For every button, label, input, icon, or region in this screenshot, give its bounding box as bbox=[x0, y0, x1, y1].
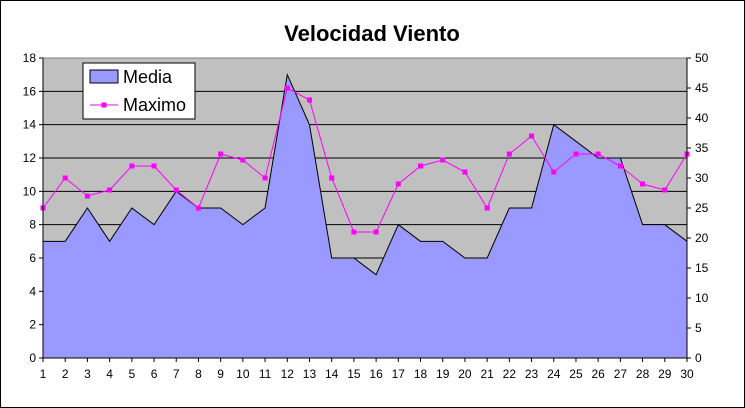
maximo-marker bbox=[506, 151, 512, 157]
y-right-tick-label: 30 bbox=[695, 171, 709, 185]
maximo-marker bbox=[529, 133, 535, 139]
x-tick-label: 22 bbox=[503, 367, 517, 381]
maximo-marker bbox=[440, 157, 446, 163]
x-tick-label: 2 bbox=[62, 367, 69, 381]
x-tick-label: 29 bbox=[658, 367, 672, 381]
maximo-marker bbox=[151, 163, 157, 169]
maximo-marker bbox=[306, 97, 312, 103]
y-left-tick-label: 6 bbox=[29, 251, 36, 265]
y-left-tick-label: 8 bbox=[29, 218, 36, 232]
y-right-tick-label: 15 bbox=[695, 261, 709, 275]
x-tick-label: 1 bbox=[40, 367, 47, 381]
x-tick-label: 9 bbox=[217, 367, 224, 381]
maximo-marker bbox=[84, 193, 90, 199]
x-tick-label: 18 bbox=[414, 367, 428, 381]
legend: Media Maximo bbox=[82, 62, 196, 120]
media-area bbox=[43, 74, 687, 359]
y-left-tick-label: 10 bbox=[23, 184, 37, 198]
y-right-tick-label: 35 bbox=[695, 141, 709, 155]
maximo-marker bbox=[662, 187, 668, 193]
x-tick-label: 12 bbox=[281, 367, 295, 381]
maximo-marker bbox=[617, 163, 623, 169]
media-area-outline bbox=[43, 72, 688, 276]
x-tick-label: 19 bbox=[436, 367, 450, 381]
maximo-marker bbox=[573, 151, 579, 157]
y-right-tick-label: 10 bbox=[695, 291, 709, 305]
maximo-marker bbox=[640, 181, 646, 187]
y-right-tick-label: 20 bbox=[695, 231, 709, 245]
maximo-marker bbox=[373, 229, 379, 235]
maximo-marker bbox=[395, 181, 401, 187]
x-tick-label: 25 bbox=[569, 367, 583, 381]
maximo-marker bbox=[218, 151, 224, 157]
x-tick-label: 13 bbox=[303, 367, 317, 381]
x-tick-label: 28 bbox=[636, 367, 650, 381]
y-left-tick-label: 16 bbox=[23, 84, 37, 98]
x-tick-label: 11 bbox=[259, 367, 272, 381]
y-right-tick-label: 0 bbox=[695, 351, 702, 365]
x-tick-label: 20 bbox=[458, 367, 472, 381]
x-tick-label: 4 bbox=[106, 367, 113, 381]
x-tick-label: 7 bbox=[173, 367, 180, 381]
legend-maximo-marker bbox=[101, 102, 107, 108]
y-right-tick-label: 45 bbox=[695, 81, 709, 95]
y-right-tick-label: 5 bbox=[695, 321, 702, 335]
legend-maximo-label: Maximo bbox=[123, 95, 186, 115]
maximo-marker bbox=[462, 169, 468, 175]
legend-media-swatch bbox=[89, 69, 119, 84]
maximo-marker bbox=[418, 163, 424, 169]
maximo-marker bbox=[595, 151, 601, 157]
maximo-marker bbox=[551, 169, 557, 175]
x-tick-label: 15 bbox=[347, 367, 361, 381]
x-tick-label: 3 bbox=[84, 367, 91, 381]
maximo-marker bbox=[173, 187, 179, 193]
x-tick-label: 21 bbox=[480, 367, 494, 381]
chart-title: Velocidad Viento bbox=[284, 21, 460, 46]
maximo-marker bbox=[484, 205, 490, 211]
x-tick-label: 30 bbox=[680, 367, 694, 381]
maximo-marker bbox=[62, 175, 68, 181]
y-right-tick-label: 40 bbox=[695, 111, 709, 125]
x-tick-label: 14 bbox=[325, 367, 339, 381]
y-left-tick-label: 12 bbox=[23, 151, 37, 165]
maximo-marker bbox=[262, 175, 268, 181]
maximo-marker bbox=[129, 163, 135, 169]
legend-media-label: Media bbox=[123, 67, 173, 87]
media-area-layer bbox=[43, 72, 688, 359]
maximo-marker bbox=[240, 157, 246, 163]
x-tick-label: 6 bbox=[151, 367, 158, 381]
x-tick-label: 8 bbox=[195, 367, 202, 381]
x-tick-label: 16 bbox=[369, 367, 383, 381]
x-tick-label: 26 bbox=[591, 367, 605, 381]
x-tick-label: 24 bbox=[547, 367, 561, 381]
x-tick-label: 17 bbox=[392, 367, 406, 381]
x-tick-label: 23 bbox=[525, 367, 539, 381]
maximo-marker bbox=[329, 175, 335, 181]
maximo-marker bbox=[107, 187, 113, 193]
x-tick-label: 10 bbox=[236, 367, 250, 381]
maximo-line bbox=[42, 87, 688, 233]
y-right-tick-label: 50 bbox=[695, 51, 709, 65]
maximo-marker bbox=[284, 85, 290, 91]
y-right-tick-label: 25 bbox=[695, 201, 709, 215]
x-tick-label: 27 bbox=[614, 367, 628, 381]
y-left-tick-label: 14 bbox=[23, 118, 37, 132]
x-tick-label: 5 bbox=[128, 367, 135, 381]
y-left-tick-label: 4 bbox=[29, 284, 36, 298]
y-left-tick-label: 0 bbox=[29, 351, 36, 365]
maximo-marker bbox=[195, 205, 201, 211]
y-left-tick-label: 18 bbox=[23, 51, 37, 65]
maximo-marker bbox=[351, 229, 357, 235]
y-left-tick-label: 2 bbox=[29, 318, 36, 332]
